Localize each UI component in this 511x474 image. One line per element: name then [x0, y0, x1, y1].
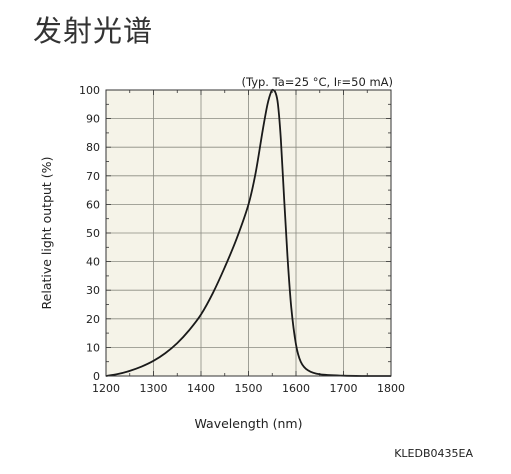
conditions-suffix: =50 mA) [341, 75, 393, 89]
y-tick-label: 60 [86, 198, 100, 211]
y-tick-label: 0 [93, 370, 100, 383]
y-tick-labels: 0 10 20 30 40 50 60 70 80 90 100 [79, 84, 100, 383]
y-tick-label: 20 [86, 313, 100, 326]
major-grid [106, 90, 391, 376]
x-tick-label: 1700 [330, 382, 358, 395]
spectrum-curve [105, 88, 392, 377]
y-tick-label: 100 [79, 84, 100, 97]
x-tick-label: 1400 [187, 382, 215, 395]
y-tick-label: 70 [86, 170, 100, 183]
x-tick-labels: 1200 1300 1400 1500 1600 1700 1800 [92, 382, 405, 395]
page-title: 发射光谱 [33, 14, 154, 48]
x-tick-label: 1600 [282, 382, 310, 395]
x-tick-label: 1800 [377, 382, 405, 395]
x-tick-label: 1300 [140, 382, 168, 395]
y-tick-label: 80 [86, 141, 100, 154]
x-tick-label: 1200 [92, 382, 120, 395]
plot-frame [105, 89, 392, 377]
conditions-prefix: (Typ. Ta=25 °C, I [241, 75, 338, 89]
y-tick-label: 40 [86, 256, 100, 269]
x-axis-label: Wavelength (nm) [195, 416, 303, 431]
conditions-subscript: F [337, 79, 342, 88]
x-tick-label: 1500 [235, 382, 263, 395]
y-axis-label: Relative light output (%) [39, 157, 54, 310]
y-tick-label: 10 [86, 341, 100, 354]
y-tick-label: 30 [86, 284, 100, 297]
document-code: KLEDB0435EA [394, 447, 473, 460]
y-tick-label: 50 [86, 227, 100, 240]
measurement-conditions: (Typ. Ta=25 °C, IF=50 mA) [241, 75, 393, 89]
y-tick-label: 90 [86, 113, 100, 126]
